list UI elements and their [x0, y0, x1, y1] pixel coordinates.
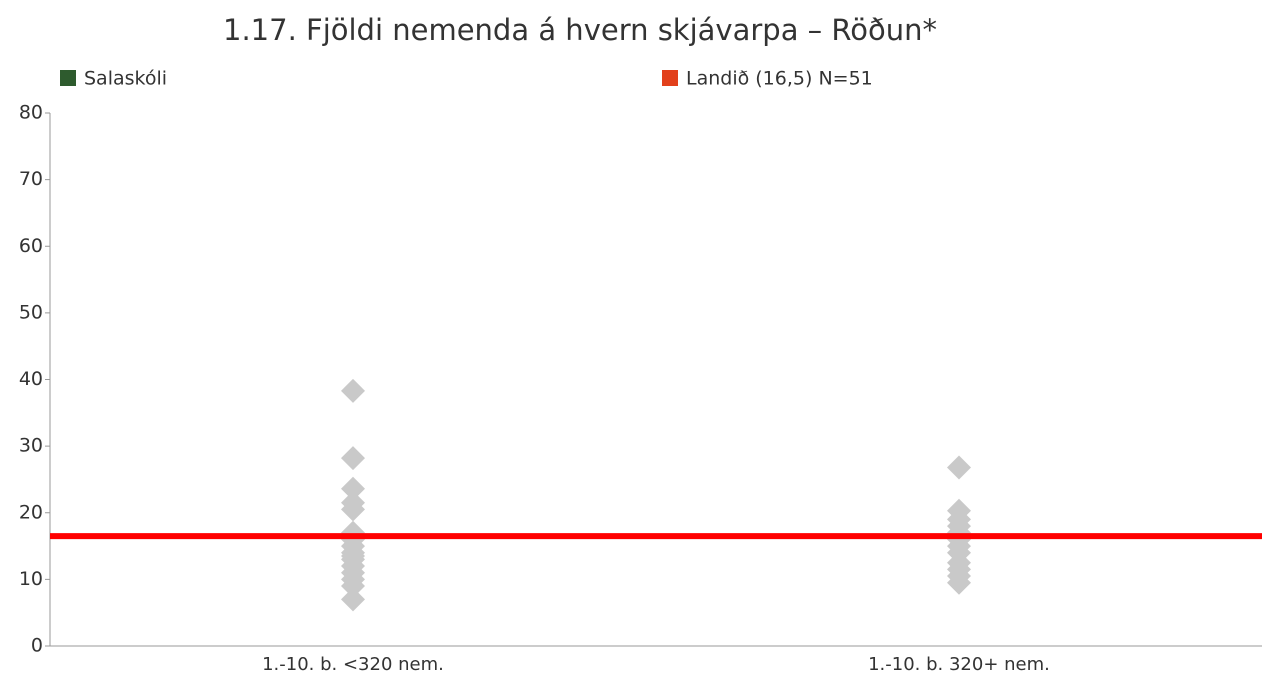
point [341, 574, 365, 599]
legend-label: Landið (16,5) N=51 [686, 68, 873, 90]
y-tick-label: 30 [19, 435, 43, 457]
legend-swatch [662, 70, 678, 86]
point [947, 570, 971, 595]
x-tick-label: 1.-10. b. <320 nem. [262, 654, 444, 675]
point [947, 455, 971, 480]
y-tick-label: 0 [31, 635, 43, 657]
y-tick-label: 80 [19, 102, 43, 124]
y-tick-label: 20 [19, 501, 43, 523]
y-tick-label: 40 [19, 368, 43, 390]
point [341, 378, 365, 403]
y-tick-label: 10 [19, 568, 43, 590]
y-tick-label: 70 [19, 168, 43, 190]
legend-label: Salaskóli [84, 68, 167, 90]
point [341, 446, 365, 471]
x-tick-label: 1.-10. b. 320+ nem. [868, 654, 1050, 675]
point [341, 476, 365, 501]
y-tick-label: 60 [19, 235, 43, 257]
point [341, 497, 365, 522]
y-tick-label: 50 [19, 301, 43, 323]
chart-title: 1.17. Fjöldi nemenda á hvern skjávarpa –… [223, 13, 937, 47]
legend-swatch [60, 70, 76, 86]
point [341, 587, 365, 612]
